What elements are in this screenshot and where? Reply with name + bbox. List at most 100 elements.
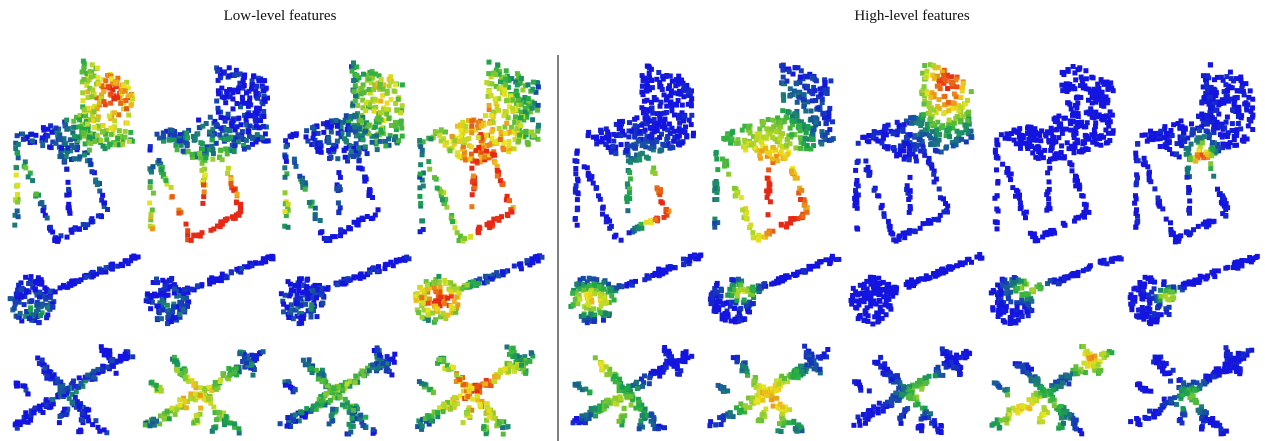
point — [1098, 258, 1104, 264]
point — [475, 119, 481, 125]
point — [209, 136, 215, 142]
point — [953, 142, 959, 148]
point — [789, 122, 795, 128]
point — [487, 142, 493, 148]
point — [535, 102, 541, 108]
point — [88, 74, 94, 80]
point — [498, 74, 504, 80]
point — [1233, 76, 1239, 82]
point — [996, 308, 1002, 313]
point — [1220, 145, 1226, 151]
point — [314, 314, 320, 320]
point — [913, 154, 919, 160]
point — [522, 95, 528, 100]
point — [419, 314, 425, 320]
point — [798, 269, 804, 275]
point — [368, 80, 374, 86]
point — [815, 105, 821, 111]
point — [491, 109, 497, 115]
point — [297, 173, 303, 179]
point — [808, 146, 814, 152]
point — [122, 258, 128, 264]
point — [786, 109, 792, 115]
point — [374, 147, 380, 153]
point — [290, 316, 296, 322]
point — [997, 284, 1003, 290]
point — [834, 257, 839, 262]
point — [1108, 80, 1114, 86]
point — [95, 77, 101, 83]
point — [105, 207, 110, 212]
point — [677, 112, 683, 118]
point — [784, 78, 790, 84]
point — [13, 172, 19, 178]
point — [369, 133, 375, 139]
point — [454, 230, 460, 236]
point — [519, 102, 524, 108]
point — [787, 86, 793, 92]
point — [108, 125, 114, 131]
point — [570, 302, 576, 308]
point — [743, 206, 749, 212]
point — [483, 132, 489, 138]
point — [801, 103, 807, 109]
point — [995, 208, 1001, 214]
point — [496, 273, 502, 279]
point — [380, 92, 386, 98]
point — [239, 94, 245, 100]
point — [101, 99, 107, 105]
point — [789, 118, 795, 124]
point — [874, 286, 880, 291]
point — [1221, 100, 1227, 106]
point — [946, 264, 952, 270]
point — [320, 121, 326, 127]
point — [1076, 186, 1082, 192]
point — [1018, 278, 1024, 284]
point — [98, 138, 104, 144]
point — [185, 237, 191, 243]
point — [229, 72, 235, 78]
point — [624, 195, 630, 201]
point — [1046, 138, 1052, 144]
point — [156, 158, 162, 163]
point — [360, 137, 366, 143]
point — [948, 266, 954, 272]
point — [1070, 64, 1076, 69]
point — [219, 271, 225, 277]
point — [323, 286, 329, 292]
point — [1212, 99, 1218, 105]
point — [318, 289, 324, 295]
point — [44, 215, 50, 221]
point — [788, 220, 793, 226]
point — [103, 265, 109, 271]
point — [102, 146, 108, 152]
point — [501, 113, 507, 119]
point — [740, 207, 746, 213]
point — [432, 281, 438, 286]
point — [644, 81, 650, 86]
point — [282, 292, 288, 298]
point — [1203, 128, 1209, 134]
point — [449, 133, 455, 139]
point — [1174, 141, 1180, 147]
point — [635, 138, 641, 144]
point — [223, 146, 229, 152]
point — [618, 133, 624, 139]
point — [668, 93, 674, 99]
point — [732, 316, 738, 322]
point — [27, 307, 33, 313]
point — [1094, 114, 1100, 120]
point — [241, 143, 246, 148]
point — [417, 229, 423, 235]
point — [937, 195, 943, 201]
point — [1206, 218, 1212, 224]
point — [581, 287, 587, 293]
point — [722, 163, 727, 169]
point — [803, 108, 809, 114]
point — [336, 184, 342, 190]
point — [1236, 109, 1242, 115]
point — [654, 76, 660, 82]
chair-cloud — [12, 58, 135, 244]
point — [448, 280, 454, 286]
point — [759, 148, 765, 154]
